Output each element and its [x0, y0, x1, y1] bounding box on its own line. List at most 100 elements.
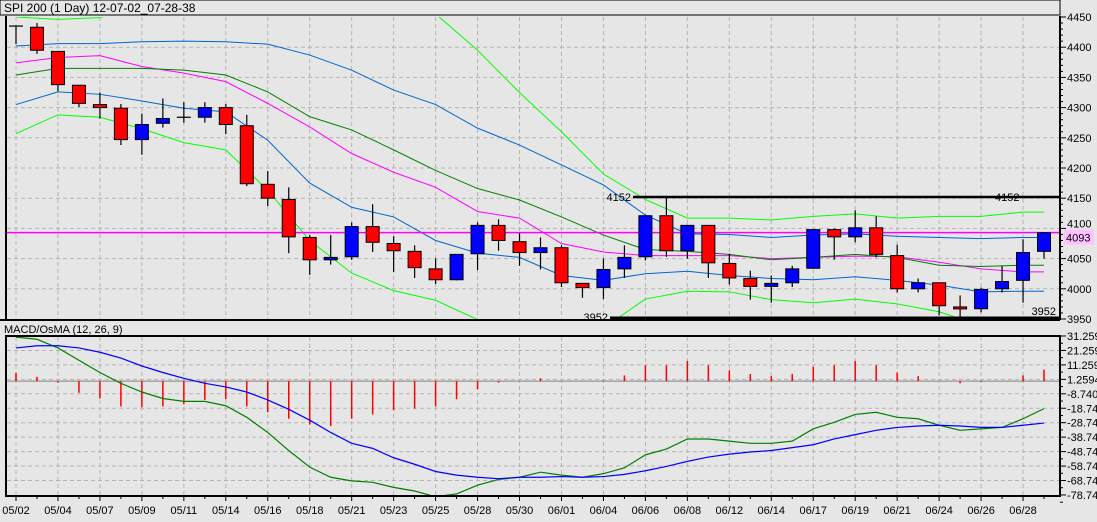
date-tick-label: 05/14	[212, 505, 240, 517]
candle-bearish	[281, 198, 296, 238]
date-axis: 05/02 05/04 05/07 05/09 05/11 05/14 05/16 05/18…	[2, 496, 1045, 517]
date-tick-label: 05/09	[128, 505, 156, 517]
price-tick-label: 4000	[1067, 284, 1091, 296]
candle-bullish	[974, 288, 989, 310]
indicator-line-inner_band	[15, 40, 1045, 240]
macd-axis: 31.2594 21.2594 11.2594 1.2594 -8.7406 -18.74…	[1060, 331, 1097, 503]
candle-bullish	[680, 224, 695, 252]
candle-bullish	[764, 282, 779, 287]
candle-bearish	[932, 282, 947, 307]
title-bar	[0, 0, 1061, 16]
signal-line	[15, 345, 1045, 480]
macd-tick-label: 1.2594	[1067, 374, 1097, 386]
price-tick-label: 4250	[1067, 133, 1091, 145]
price-tick-label: 4400	[1067, 42, 1091, 54]
candle-bearish	[302, 236, 317, 261]
candle-bullish	[449, 253, 464, 281]
candle-bullish	[470, 224, 485, 255]
candle-bullish	[323, 256, 338, 261]
price-axis: 4450 4400 4350 4300 4250 4200 4150 4100 4050 4000…	[1060, 12, 1094, 326]
candle-bearish	[428, 268, 443, 281]
chart-title: SPI 200 (1 Day) 12-07-02_07-28-38	[4, 1, 196, 15]
date-tick-label: 05/16	[254, 505, 282, 517]
current-price-label: 4093	[1066, 233, 1090, 245]
indicator-line-inner_band	[15, 91, 1045, 293]
price-tick-label: 3950	[1067, 314, 1091, 326]
candle-bullish	[785, 268, 800, 284]
date-tick-label: 06/19	[841, 505, 869, 517]
candle-bearish	[953, 306, 968, 310]
macd-panel: 31.2594 21.2594 11.2594 1.2594 -8.7406 -18.74…	[5, 331, 1097, 503]
date-tick-label: 06/21	[883, 505, 911, 517]
date-tick-label: 06/04	[590, 505, 618, 517]
date-tick-label: 05/21	[338, 505, 366, 517]
date-tick-label: 06/28	[1009, 505, 1037, 517]
price-tick-label: 4350	[1067, 72, 1091, 84]
candle-bearish	[743, 278, 758, 287]
candle-bullish	[155, 117, 170, 124]
candle-bearish	[113, 107, 128, 141]
macd-lines	[15, 337, 1045, 495]
support-resistance-lines	[7, 195, 1059, 319]
macd-tick-label: -78.740	[1067, 490, 1097, 502]
candle-bearish	[50, 50, 65, 86]
date-tick-label: 06/06	[632, 505, 660, 517]
macd-tick-label: -8.7406	[1067, 389, 1097, 401]
macd-tick-label: -18.740	[1067, 403, 1097, 415]
price-tick-label: 4150	[1067, 193, 1091, 205]
macd-tick-label: -58.740	[1067, 461, 1097, 473]
indicator-line-outer_band	[15, 114, 963, 319]
date-tick-label: 05/28	[464, 505, 492, 517]
date-tick-label: 06/08	[674, 505, 702, 517]
candle-bearish	[218, 107, 233, 126]
date-tick-label: 06/24	[925, 505, 953, 517]
price-grid	[7, 17, 1059, 319]
macd-tick-label: -38.740	[1067, 432, 1097, 444]
candle-bearish	[239, 125, 254, 185]
date-tick-label: 06/12	[716, 505, 744, 517]
candle-bullish	[995, 281, 1010, 290]
date-tick-label: 06/26	[967, 505, 995, 517]
price-tick-label: 4200	[1067, 163, 1091, 175]
current-price-badge	[1064, 229, 1094, 245]
price-tick-label: 4100	[1067, 218, 1091, 230]
macd-tick-label: -48.740	[1067, 447, 1097, 459]
candle-bullish	[638, 215, 653, 258]
macd-line	[15, 337, 1045, 495]
candle-bearish	[71, 84, 86, 104]
candle-bearish	[512, 241, 527, 254]
level-label-right: 3952	[1032, 306, 1056, 318]
candle-bearish	[260, 183, 275, 199]
price-panel: 4152 4152 3952 3952 4450 4400 4350 4300 4250 420…	[0, 12, 1094, 326]
indicator-line-outer_band	[15, 17, 1045, 221]
candle-bullish	[134, 124, 149, 141]
price-tick-label: 4300	[1067, 103, 1091, 115]
candle-bearish	[407, 250, 422, 269]
candle-bullish	[1016, 252, 1031, 281]
indicator-line-ma_magenta	[15, 55, 1045, 273]
candle-bullish	[806, 229, 821, 269]
candles	[9, 23, 1052, 318]
macd-title: MACD/OsMA (12, 26, 9)	[4, 324, 123, 336]
candle-bearish	[386, 243, 401, 252]
candle-bearish	[575, 282, 590, 289]
candle-bearish	[722, 262, 737, 279]
candle-bearish	[365, 226, 380, 243]
date-tick-label: 05/25	[422, 505, 450, 517]
date-tick-label: 06/01	[548, 505, 576, 517]
price-tick-label: 4450	[1067, 12, 1091, 24]
candle-bearish	[890, 255, 905, 290]
candle-bullish	[1037, 232, 1052, 252]
candle-bearish	[554, 247, 569, 284]
candle-bearish	[659, 215, 674, 252]
candle-bearish	[827, 229, 842, 238]
date-tick-label: 05/18	[296, 505, 324, 517]
candle-bullish	[596, 268, 611, 289]
date-tick-label: 05/11	[170, 505, 197, 517]
candle-bullish	[533, 247, 548, 254]
date-tick-label: 05/23	[380, 505, 408, 517]
macd-grid	[7, 337, 1059, 495]
candle-bearish	[491, 224, 506, 241]
macd-tick-label: -28.740	[1067, 418, 1097, 430]
